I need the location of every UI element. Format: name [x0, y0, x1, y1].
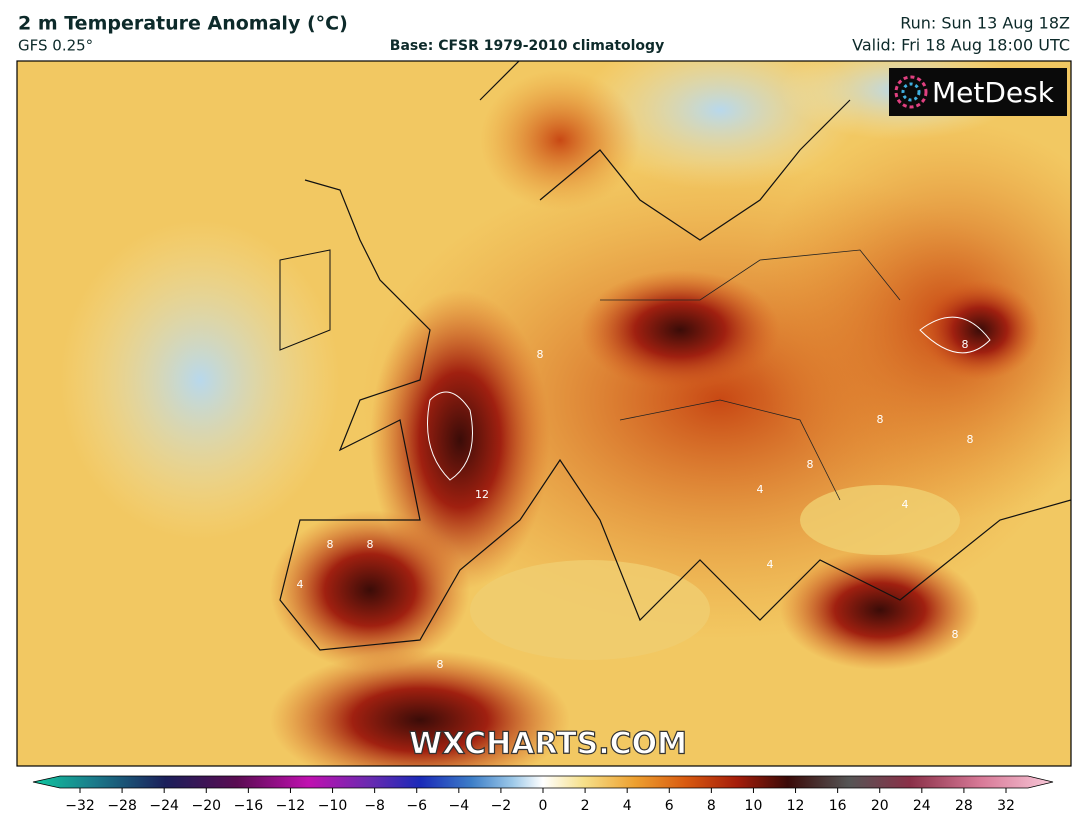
- colorbar-tick-label: −24: [149, 798, 179, 814]
- contour-label: 12: [475, 488, 489, 501]
- contour-label: 8: [807, 458, 814, 471]
- contour-label: 8: [967, 433, 974, 446]
- colorbar-tick-label: 12: [787, 798, 805, 814]
- title: 2 m Temperature Anomaly (°C): [18, 13, 348, 35]
- contour-label: 8: [367, 538, 374, 551]
- colorbar-tick-label: −4: [448, 798, 469, 814]
- colorbar-tick-label: 4: [623, 798, 632, 814]
- logo-icon: [894, 75, 928, 109]
- model: GFS 0.25°: [18, 37, 93, 55]
- contour-label: 8: [877, 413, 884, 426]
- contour-label: 4: [902, 498, 909, 511]
- watermark: WXCHARTS.COM: [409, 727, 687, 762]
- contour-label: 8: [437, 658, 444, 671]
- contour-label: 4: [767, 558, 774, 571]
- colorbar-tick-label: 2: [581, 798, 590, 814]
- logo-text: MetDesk: [932, 76, 1055, 109]
- contour-label: 4: [297, 578, 304, 591]
- colorbar-tick-label: −6: [406, 798, 427, 814]
- run: Run: Sun 13 Aug 18Z: [900, 14, 1070, 33]
- contour-label: 8: [537, 348, 544, 361]
- colorbar-tick-label: 16: [829, 798, 847, 814]
- map: 8 8 8 4 4 8 12 8 8 4 8 8 4 8: [17, 61, 1071, 766]
- colorbar: −32 −28 −24 −20 −16 −12 −10 −8 −6 −4 −2 0 2 4 6 8 10 12 16…: [32, 775, 1054, 814]
- colorbar-tick-label: 10: [745, 798, 763, 814]
- colorbar-tick-label: 24: [913, 798, 931, 814]
- contour-label: 8: [327, 538, 334, 551]
- colorbar-tick-label: −32: [65, 798, 95, 814]
- contour-label: 4: [757, 483, 764, 496]
- contour-label: 8: [952, 628, 959, 641]
- colorbar-tick-label: 8: [707, 798, 716, 814]
- colorbar-tick-label: −10: [318, 798, 348, 814]
- colorbar-tick-label: −12: [276, 798, 306, 814]
- colorbar-tick-label: −16: [234, 798, 264, 814]
- colorbar-tick-label: −2: [491, 798, 512, 814]
- colorbar-tick-label: 20: [871, 798, 889, 814]
- colorbar-tick-label: −20: [191, 798, 221, 814]
- map-frame: [16, 60, 1072, 767]
- contour-label: 8: [962, 338, 969, 351]
- base: Base: CFSR 1979-2010 climatology: [390, 38, 664, 54]
- colorbar-tick-label: −28: [107, 798, 137, 814]
- colorbar-tick-label: −8: [364, 798, 385, 814]
- colorbar-tick-label: 32: [997, 798, 1015, 814]
- colorbar-tick-label: 28: [955, 798, 973, 814]
- colorbar-tick-label: 6: [665, 798, 674, 814]
- valid: Valid: Fri 18 Aug 18:00 UTC: [852, 36, 1070, 55]
- colorbar-tick-label: 0: [539, 798, 548, 814]
